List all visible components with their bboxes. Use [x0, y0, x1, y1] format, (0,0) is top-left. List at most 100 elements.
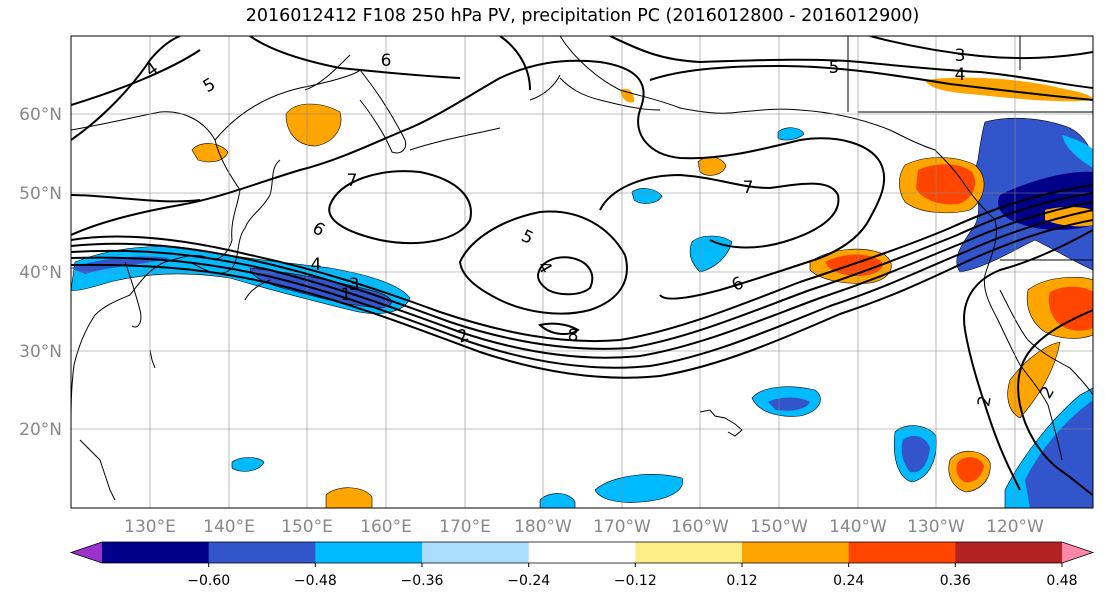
contour-label: 4	[955, 65, 966, 85]
lat-label: 50°N	[19, 184, 62, 204]
colorbar-tick-label: −0.24	[507, 573, 550, 589]
contour-label: 3	[955, 46, 966, 66]
colorbar-bin	[848, 542, 956, 563]
contour-3-ne	[869, 36, 1093, 60]
pos-kamchatka	[285, 103, 342, 147]
lat-label: 20°N	[19, 420, 62, 440]
contour-label: 5	[829, 58, 840, 78]
colorbar-bin	[742, 542, 850, 563]
colorbar-tick-label: −0.12	[614, 573, 657, 589]
coast-islands	[79, 349, 156, 501]
latitude-labels: 60°N 50°N 40°N 30°N 20°N	[19, 105, 62, 440]
contour-jet-2	[71, 192, 1093, 350]
neg-small-2	[631, 188, 663, 204]
contour-label: 8	[568, 326, 579, 346]
colorbar-tick-label: 0.24	[833, 573, 864, 589]
lat-label: 40°N	[19, 263, 62, 283]
colorbar-extension-high	[1062, 542, 1093, 563]
contour-7-east	[599, 173, 840, 249]
contour-label: 1	[341, 285, 352, 305]
contour-north-arc	[249, 36, 531, 91]
longitude-labels: 130°E 140°E 150°E 160°E 170°E 180°W 170°…	[124, 517, 1044, 537]
pos-aleut	[620, 88, 635, 103]
lon-label: 130°E	[124, 517, 176, 537]
contour-jet-1	[71, 184, 1093, 343]
pv-contours	[71, 36, 1093, 496]
colorbar-bin	[208, 542, 316, 563]
colorbar-bin	[102, 542, 210, 563]
colorbar-tick-label: −0.36	[401, 573, 444, 589]
contour-label: 3	[349, 275, 360, 295]
lon-label: 150°W	[750, 517, 808, 537]
lon-label: 140°W	[829, 517, 887, 537]
lon-label: 160°W	[671, 517, 729, 537]
coast-kamchatka	[359, 69, 407, 154]
pos-cal-core	[1048, 286, 1093, 331]
pos-sw-core	[956, 457, 984, 483]
neg-nwcoast-edge	[1062, 135, 1093, 168]
neg-hawaii-n-core	[768, 397, 810, 411]
map-title: 2016012412 F108 250 hPa PV, precipitatio…	[245, 6, 920, 26]
colorbar-tick-label: 0.48	[1046, 573, 1077, 589]
colorbar-tick-label: 0.36	[940, 573, 971, 589]
lon-label: 170°W	[593, 517, 651, 537]
graticule	[71, 36, 1093, 508]
contour-jet-4	[71, 209, 1093, 369]
coast-aleutians	[409, 74, 661, 151]
lat-label: 30°N	[19, 342, 62, 362]
contour-6-south-north	[71, 194, 201, 203]
lon-label: 150°E	[281, 517, 333, 537]
lon-label: 130°W	[907, 517, 965, 537]
contour-2-south	[963, 229, 1093, 491]
colorbar-outline	[69, 541, 1095, 564]
contour-5-north	[71, 49, 201, 106]
colorbar-bin	[422, 542, 530, 563]
contour-7-west	[328, 170, 472, 245]
neg-tropics-1	[594, 474, 683, 503]
contour-upper	[609, 36, 1093, 101]
neg-tropics-3	[231, 457, 265, 472]
contour-label: 6	[381, 51, 392, 71]
colorbar-extension-low	[71, 542, 102, 563]
contour-4-loop	[536, 256, 594, 296]
colorbar-bin	[315, 542, 423, 563]
colorbar-bin	[528, 542, 636, 563]
lon-label: 170°E	[439, 517, 491, 537]
colorbar-tick-label: −0.60	[187, 573, 230, 589]
pos-mex-strip	[1007, 341, 1061, 419]
lat-label: 60°N	[19, 105, 62, 125]
contour-2-east	[1017, 309, 1093, 496]
neg-baja-core	[901, 435, 930, 473]
lon-label: 180°W	[514, 517, 572, 537]
pos-midocean-core	[825, 254, 883, 276]
border-canada	[847, 36, 1093, 261]
coast-korea	[124, 261, 142, 328]
lon-label: 120°W	[986, 517, 1044, 537]
contour-jet-5	[71, 219, 1093, 379]
pos-okhotsk	[191, 143, 229, 163]
colorbar-tick-label: −0.48	[294, 573, 337, 589]
contour-label: 4	[311, 255, 322, 275]
pos-gulf-core	[916, 164, 976, 205]
contour-4-north	[71, 36, 181, 141]
contour-jet-3	[71, 201, 1093, 359]
contour-6-north	[71, 59, 886, 300]
colorbar-bin	[955, 542, 1063, 563]
neg-core-japan	[249, 267, 392, 309]
neg-small-3	[777, 127, 805, 141]
contour-label: 7	[743, 178, 754, 198]
lon-label: 140°E	[203, 517, 255, 537]
colorbar-bin	[635, 542, 743, 563]
map-frame	[70, 35, 1094, 509]
contour-label: 2	[974, 394, 996, 408]
lon-label: 160°E	[360, 517, 412, 537]
colorbar-tick-label: 0.12	[726, 573, 757, 589]
contour-5-loop	[458, 210, 628, 315]
pos-sc-pacific	[325, 487, 373, 508]
contour-8-small	[537, 322, 580, 335]
coast-hawaii	[699, 409, 743, 437]
contour-label: 7	[347, 171, 358, 191]
neg-tropics-2	[539, 493, 576, 508]
coast-okhotsk	[214, 54, 361, 141]
